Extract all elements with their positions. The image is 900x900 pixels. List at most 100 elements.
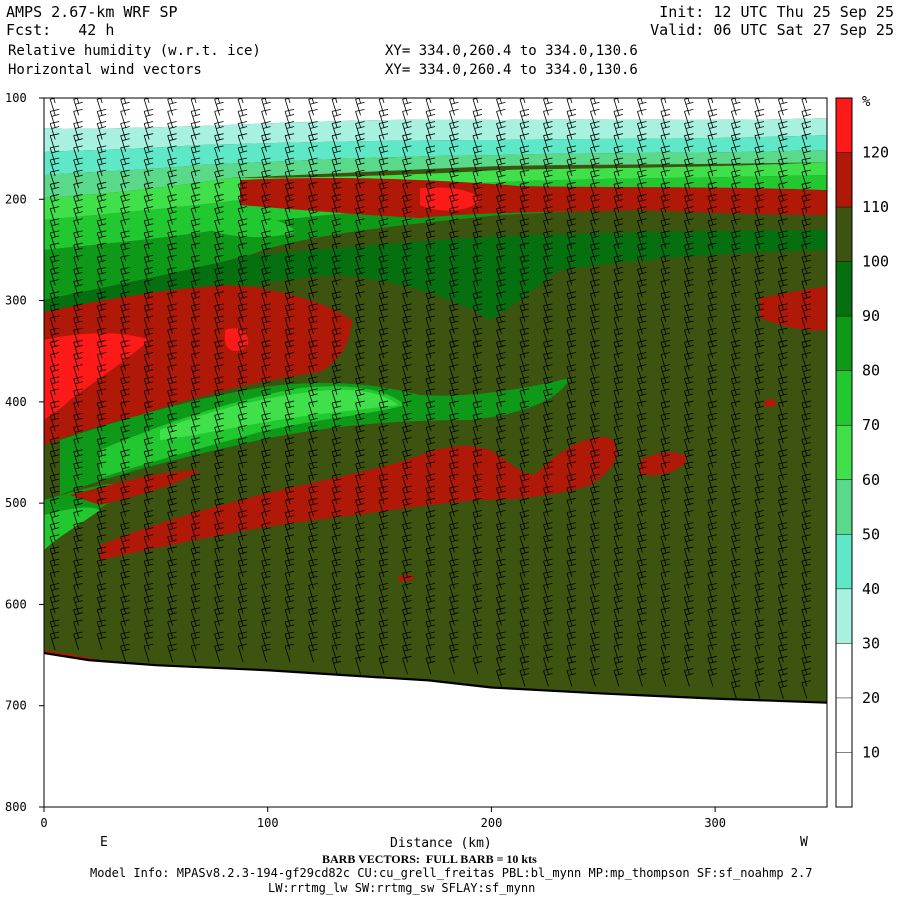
wind-barb-flag — [285, 85, 294, 87]
wind-barb — [613, 330, 620, 347]
wind-barb — [355, 560, 361, 578]
wind-barb-flag — [331, 449, 342, 453]
wind-barb — [613, 439, 620, 456]
wind-barb — [566, 269, 573, 286]
wind-barb — [684, 172, 690, 189]
wind-barb-flag — [638, 429, 647, 433]
wind-barb — [331, 536, 338, 553]
wind-barb-flag — [378, 181, 389, 185]
wind-barb — [616, 98, 620, 104]
wind-barb-flag — [75, 344, 83, 348]
wind-barb-flag — [402, 230, 412, 234]
wind-barb — [190, 548, 197, 566]
wind-barb — [214, 196, 220, 213]
wind-barb-flag — [803, 332, 811, 336]
wind-barb-flag — [731, 85, 740, 87]
wind-barb — [355, 402, 361, 420]
wind-barb — [120, 488, 127, 505]
wind-barb — [49, 111, 56, 128]
wind-barb-flag — [355, 291, 365, 295]
wind-barb — [590, 305, 596, 322]
wind-barb — [96, 560, 103, 578]
wind-barb-flag — [75, 563, 83, 567]
wind-barb — [566, 488, 573, 505]
wind-barb — [378, 524, 385, 541]
wind-barb-flag — [380, 308, 389, 312]
wind-barb — [143, 111, 150, 128]
wind-barb-flag — [50, 291, 60, 295]
wind-barb-flag — [709, 271, 718, 275]
wind-barb — [96, 99, 103, 116]
wind-barb-flag — [613, 582, 624, 586]
wind-barb-flag — [145, 150, 154, 154]
wind-barb-flag — [97, 364, 107, 368]
wind-barb — [425, 488, 432, 505]
wind-barb — [707, 147, 714, 164]
wind-barb-flag — [425, 497, 436, 501]
wind-barb-flag — [732, 247, 741, 251]
wind-barb-flag — [519, 582, 530, 586]
wind-barb — [754, 682, 761, 699]
wind-barb-flag — [638, 575, 647, 579]
wind-barb — [566, 147, 573, 164]
wind-barb-flag — [239, 259, 248, 263]
wind-barb-flag — [240, 90, 248, 92]
wind-barb — [308, 305, 314, 322]
wind-barb — [613, 317, 620, 335]
wind-barb — [519, 257, 526, 274]
colorbar-swatch — [836, 207, 852, 262]
wind-barb-flag — [568, 259, 577, 263]
wind-barb-flag — [145, 405, 154, 409]
wind-barb-flag — [544, 381, 553, 385]
wind-barb-flag — [98, 563, 107, 567]
wind-barb — [96, 609, 103, 626]
wind-barb — [660, 159, 667, 177]
wind-barb-flag — [684, 643, 694, 647]
wind-barb-flag — [803, 636, 811, 640]
wind-barb-flag — [707, 181, 717, 185]
wind-barb-flag — [637, 570, 647, 574]
wind-barb-flag — [427, 442, 436, 445]
wind-barb-flag — [261, 230, 271, 234]
wind-barb — [449, 99, 455, 116]
wind-barb-flag — [308, 595, 318, 598]
wind-barb-flag — [216, 636, 224, 640]
wind-barb-flag — [191, 279, 201, 282]
wind-barb-flag — [684, 668, 694, 671]
wind-barb-flag — [685, 636, 694, 640]
wind-barb-flag — [333, 199, 342, 202]
wind-barb — [402, 585, 408, 602]
wind-barb-flag — [660, 303, 671, 307]
wind-barb — [637, 342, 643, 359]
wind-barb — [378, 366, 385, 383]
wind-barb-flag — [286, 150, 295, 154]
wind-barb — [167, 573, 174, 590]
wind-barb-flag — [801, 668, 811, 671]
wind-barb-flag — [474, 126, 483, 129]
wind-barb — [449, 244, 455, 262]
wind-barb-flag — [238, 194, 248, 197]
wind-barb-flag — [286, 454, 295, 458]
wind-barb-flag — [496, 388, 506, 392]
wind-barb — [73, 451, 80, 468]
wind-barb-flag — [754, 582, 764, 586]
wind-barb — [237, 257, 244, 274]
wind-barb-flag — [496, 279, 506, 282]
wind-barb — [707, 244, 714, 262]
wind-barb — [120, 135, 127, 152]
wind-barb — [402, 111, 408, 128]
wind-barb-flag — [378, 449, 389, 453]
wind-barb-flag — [286, 600, 295, 603]
wind-barb-flag — [801, 497, 811, 501]
wind-barb-flag — [425, 206, 436, 209]
wind-barb-flag — [754, 461, 764, 465]
wind-barb — [613, 670, 620, 687]
wind-barb — [96, 390, 103, 408]
wind-barb-flag — [238, 631, 248, 635]
wind-barb-flag — [97, 169, 107, 173]
wind-barb-flag — [566, 181, 577, 185]
wind-barb-flag — [308, 510, 318, 513]
wind-barb-flag — [308, 169, 318, 173]
wind-barb-flag — [543, 339, 553, 343]
